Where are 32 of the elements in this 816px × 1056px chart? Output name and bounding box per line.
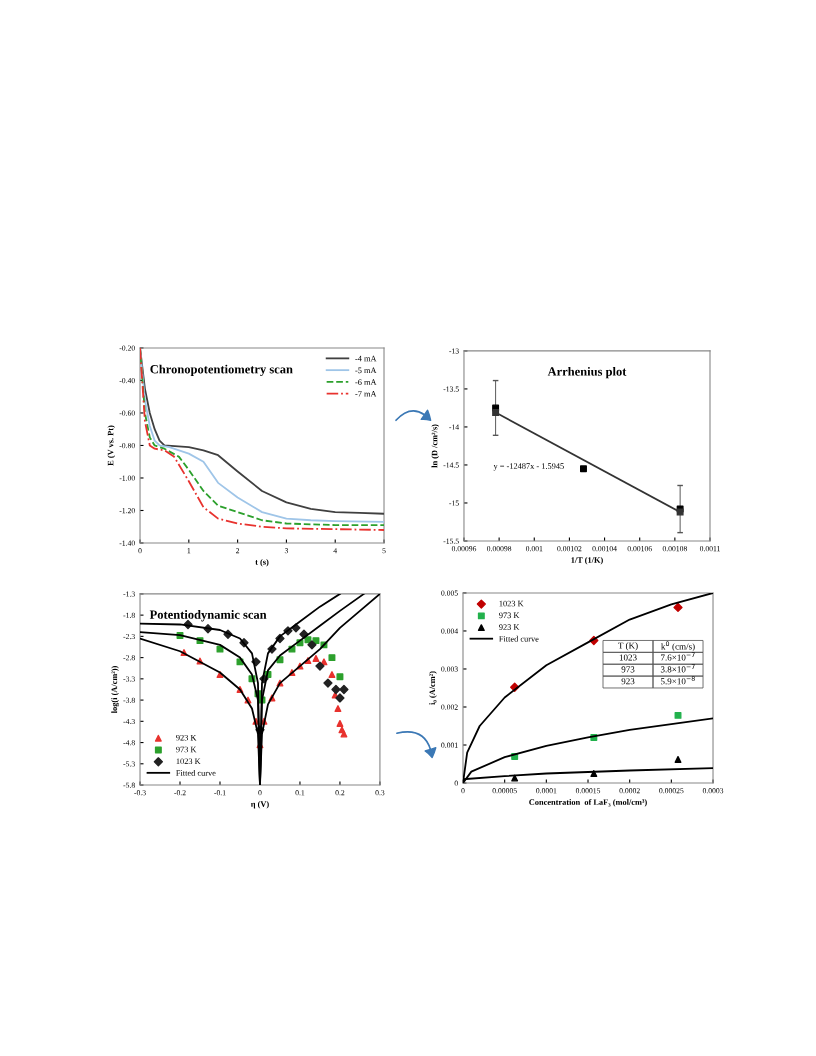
y-axis-title: ln (D /cm²/s) [431, 424, 440, 468]
legend-label: 923 K [499, 624, 520, 630]
legend-label: Fitted curve [176, 769, 216, 776]
legend-label: -6 mA [355, 379, 377, 385]
legend-label: -4 mA [355, 355, 377, 362]
legend-label: 973 K [176, 746, 197, 753]
legend-label: 923 K [176, 734, 197, 741]
legend-label: 1023 K [176, 758, 201, 765]
text: Arrhenius plot [547, 366, 627, 379]
legend-label: Fitted curve [499, 635, 539, 642]
annotation: y = -12487x - 1.5945 [493, 463, 564, 471]
x-axis-title: η (V) [250, 800, 269, 809]
x-axis-title: Concentration of LaF₃ (mol/cm³) [529, 798, 647, 807]
annotation: 5.9×10$^{−8}$ [660, 676, 695, 685]
annotation: T (K) [618, 642, 638, 651]
legend-label: -7 mA [355, 391, 377, 397]
y-axis-title: log(i (A/cm²)) [111, 666, 119, 714]
legend-label: 973 K [499, 612, 520, 619]
legend-label: -5 mA [355, 367, 377, 374]
annotation: 1023 [619, 654, 637, 661]
annotation: 923 [621, 678, 635, 685]
annotation: 7.6×10$^{−7}$ [661, 652, 695, 661]
annotation: 973 [621, 666, 635, 673]
x-axis-title: t (s) [255, 558, 269, 567]
x-axis-title: 1/T (1/K) [571, 556, 603, 565]
y-axis-title: E (V vs. Pt) [107, 425, 116, 466]
annotation: k$^{0}$ (cm/s) [661, 641, 695, 652]
text: Potentiodynamic scan [149, 610, 267, 622]
annotation: 3.8×10$^{−7}$ [660, 664, 695, 673]
y-axis-title: i₀ (A/cm²) [429, 671, 437, 705]
text: Chronopotentiometry scan [150, 364, 293, 376]
legend-label: 1023 K [499, 600, 524, 607]
